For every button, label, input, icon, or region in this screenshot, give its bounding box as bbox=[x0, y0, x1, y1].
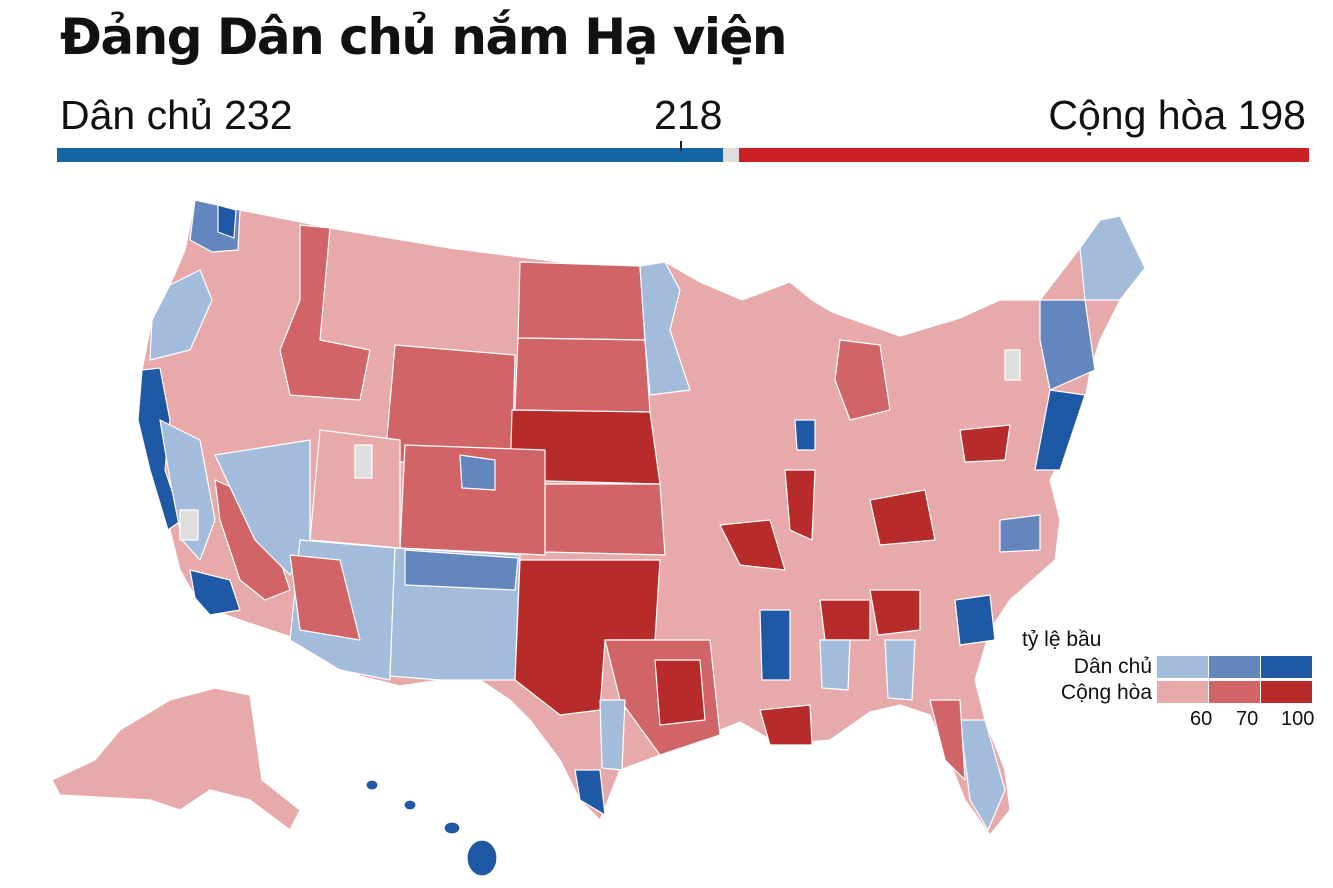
missouri-rep-dark bbox=[719, 519, 786, 571]
minnesota-dem bbox=[639, 261, 691, 396]
texas-border-dem bbox=[599, 699, 626, 771]
california-central-dem bbox=[159, 419, 216, 561]
kentucky-rep-dark bbox=[869, 489, 936, 546]
new-mexico-north-dem bbox=[404, 549, 519, 591]
oklahoma-rep-dark bbox=[514, 559, 661, 716]
maui-island bbox=[443, 821, 461, 835]
georgia-rep-dark bbox=[869, 589, 921, 636]
seattle-dem bbox=[217, 204, 237, 239]
florida-dem bbox=[959, 719, 1006, 831]
legend-dem-dark-swatch bbox=[1261, 656, 1312, 678]
alabama-rep-dark bbox=[819, 599, 871, 641]
legend-tick-70: 70 bbox=[1236, 708, 1259, 730]
democrat-seat-bar bbox=[57, 148, 723, 162]
new-england-dem bbox=[1039, 299, 1096, 391]
majority-threshold-label: 218 bbox=[654, 92, 723, 138]
democrat-seat-count: Dân chủ 232 bbox=[60, 92, 293, 138]
colorado-rep bbox=[399, 444, 546, 556]
legend-rep-mid-swatch bbox=[1209, 681, 1260, 703]
chicago-dem bbox=[794, 419, 816, 451]
hawaii-island bbox=[466, 839, 498, 877]
virginia-dem bbox=[999, 514, 1041, 553]
kansas-rep bbox=[544, 483, 666, 556]
texas-rep-dark bbox=[654, 659, 706, 726]
pennsylvania-rep-dark bbox=[959, 424, 1011, 463]
michigan-rep bbox=[834, 339, 891, 421]
denver-dem bbox=[459, 454, 496, 491]
legend-dem-mid-swatch bbox=[1209, 656, 1260, 678]
kauai-island bbox=[365, 779, 379, 791]
illinois-rep-dark bbox=[784, 469, 816, 541]
north-carolina-dem bbox=[954, 594, 996, 646]
florida-rep bbox=[929, 699, 966, 781]
south-texas-dem bbox=[574, 769, 606, 816]
mississippi-dem-dark bbox=[759, 609, 791, 681]
arizona-rep bbox=[289, 554, 361, 641]
legend-tick-60: 60 bbox=[1190, 708, 1213, 730]
republican-seat-count: Cộng hòa 198 bbox=[1048, 92, 1306, 138]
alabama-dem bbox=[819, 639, 851, 691]
legend-democrat-label: Dân chủ bbox=[1073, 655, 1152, 678]
louisiana-rep-dark bbox=[759, 704, 813, 746]
idaho-rep bbox=[279, 224, 371, 401]
legend-rep-light-swatch bbox=[1157, 681, 1208, 703]
maine-dem bbox=[1079, 215, 1146, 301]
new-york-gray bbox=[1004, 349, 1021, 381]
map-title: Đảng Dân chủ nắm Hạ viện bbox=[60, 8, 788, 66]
legend-dem-light-swatch bbox=[1157, 656, 1208, 678]
utah-gray bbox=[354, 444, 373, 479]
undecided-seat-bar bbox=[723, 148, 739, 162]
socal-dem bbox=[189, 569, 241, 616]
south-dakota-rep bbox=[514, 337, 651, 413]
legend-title: tỷ lệ bầu bbox=[1022, 628, 1102, 651]
hawaii bbox=[365, 779, 498, 877]
north-dakota-rep bbox=[517, 261, 646, 341]
republican-seat-bar bbox=[739, 148, 1309, 162]
legend-rep-dark-swatch bbox=[1261, 681, 1312, 703]
alaska bbox=[51, 687, 301, 831]
majority-tick bbox=[680, 141, 682, 151]
northeast-corridor-dem bbox=[1034, 389, 1086, 471]
california-gray bbox=[179, 509, 199, 541]
legend-republican-label: Cộng hòa bbox=[1060, 681, 1152, 704]
oregon-coast-dem bbox=[149, 269, 213, 361]
georgia-dem bbox=[884, 639, 916, 701]
oahu-island bbox=[403, 799, 417, 811]
legend-tick-100: 100 bbox=[1281, 708, 1315, 730]
